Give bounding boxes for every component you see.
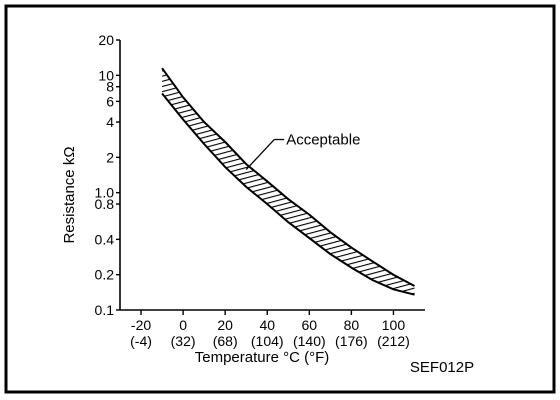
x-tick-label: 60 — [302, 317, 318, 333]
x-tick-label: 100 — [382, 317, 406, 333]
y-tick-label: 0.8 — [95, 196, 115, 212]
x-tick-sublabel: (-4) — [130, 333, 152, 349]
y-tick-label: 0.2 — [95, 267, 115, 283]
x-tick-label: 0 — [179, 317, 187, 333]
y-tick-label: 20 — [98, 32, 114, 48]
y-tick-label: 8 — [106, 79, 114, 95]
x-axis-label: Temperature °C (°F) — [195, 349, 330, 366]
y-tick-label: 0.1 — [95, 302, 115, 318]
y-tick-label: 1.0 — [95, 185, 115, 201]
x-tick-sublabel: (140) — [293, 333, 326, 349]
y-tick-label: 0.4 — [95, 231, 115, 247]
x-tick-sublabel: (212) — [377, 333, 410, 349]
figure-id: SEF012P — [410, 359, 474, 376]
x-tick-sublabel: (32) — [171, 333, 196, 349]
y-tick-label: 2 — [106, 149, 114, 165]
x-tick-label: 40 — [259, 317, 275, 333]
x-tick-sublabel: (68) — [213, 333, 238, 349]
x-tick-sublabel: (104) — [251, 333, 284, 349]
x-tick-label: -20 — [131, 317, 151, 333]
y-axis-label: Resistance kΩ — [61, 146, 78, 243]
y-tick-label: 4 — [106, 114, 114, 130]
annotation-label: Acceptable — [286, 132, 360, 149]
x-tick-sublabel: (176) — [335, 333, 368, 349]
band-upper-line — [161, 67, 415, 287]
x-tick-label: 20 — [217, 317, 233, 333]
x-tick-label: 80 — [344, 317, 360, 333]
band-lower-line — [161, 92, 415, 296]
annotation-leader-line — [245, 139, 275, 170]
y-tick-label: 6 — [106, 93, 114, 109]
y-tick-label: 10 — [98, 67, 114, 83]
